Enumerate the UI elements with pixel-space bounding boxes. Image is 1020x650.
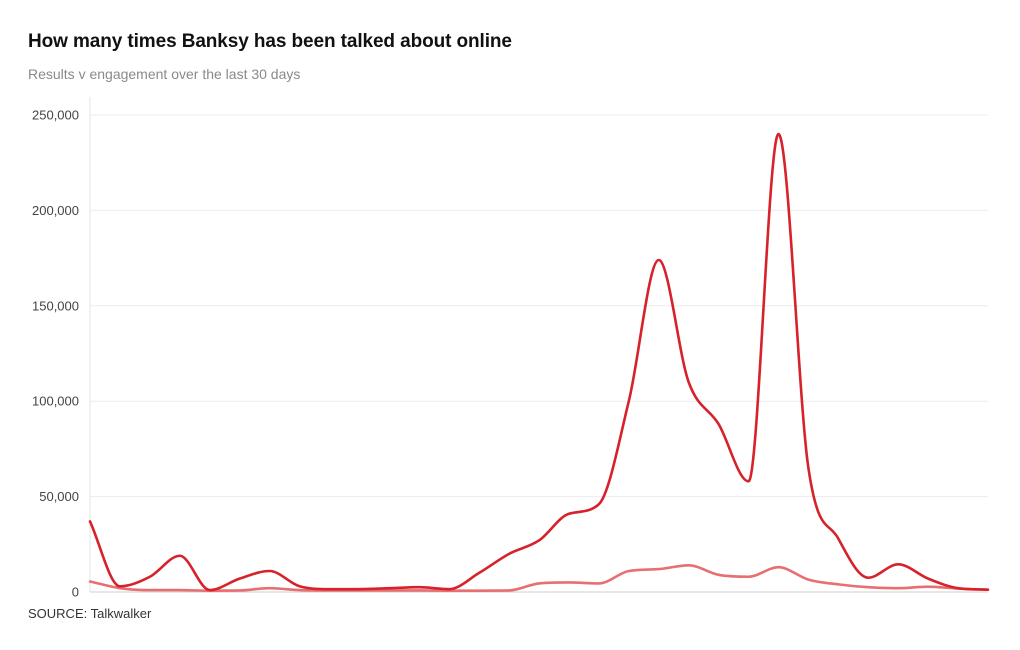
y-tick-label: 0	[72, 585, 79, 600]
y-tick-label: 250,000	[32, 108, 79, 123]
series-line-engagement	[88, 563, 990, 592]
y-tick-labels: 0 50,000 100,000 150,000 200,000 250,000	[32, 108, 79, 600]
chart-subtitle: Results v engagement over the last 30 da…	[28, 66, 301, 82]
gridlines	[90, 114, 988, 593]
y-tick-label: 150,000	[32, 298, 79, 313]
series-lines	[88, 132, 990, 592]
y-tick-label: 200,000	[32, 203, 79, 218]
source-note: SOURCE: Talkwalker	[28, 606, 152, 621]
y-tick-label: 50,000	[39, 489, 79, 504]
series-line-results	[88, 132, 990, 592]
y-tick-label: 100,000	[32, 394, 79, 409]
chart-title: How many times Banksy has been talked ab…	[28, 31, 512, 52]
